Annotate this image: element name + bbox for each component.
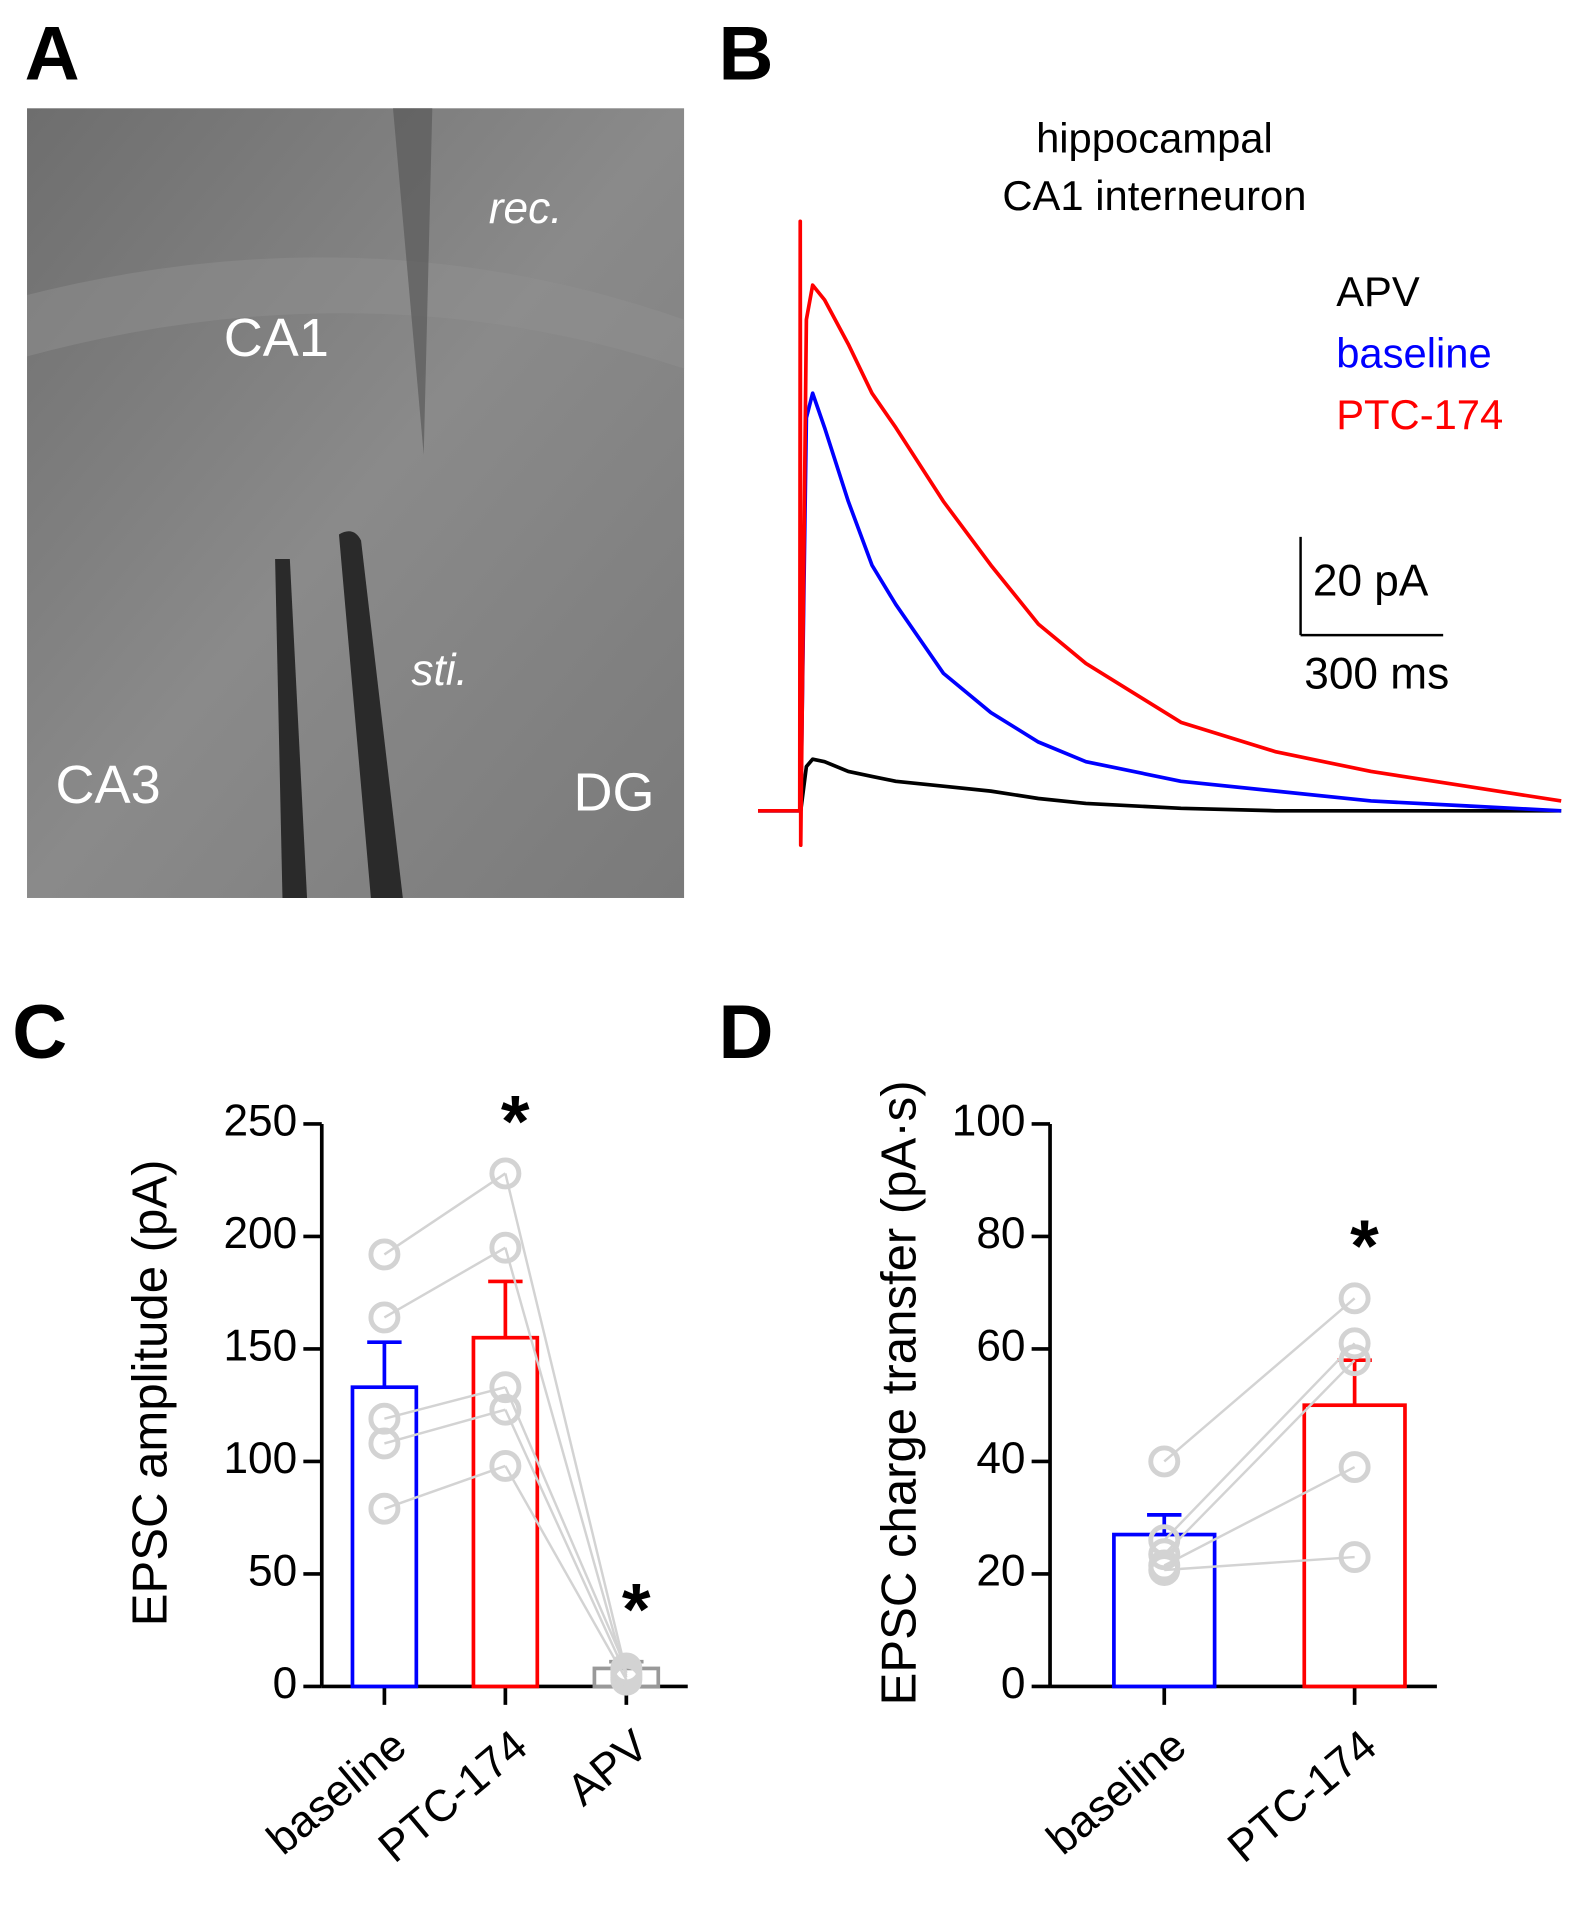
cell-point [1338,1327,1371,1360]
scale-label: 20 pA [1313,556,1429,605]
pair-line [504,1409,628,1676]
x-tick-label: baseline [1038,1721,1196,1864]
pair-line [383,1246,506,1319]
pair-line [1164,1555,1355,1572]
cell-point [489,1231,522,1264]
y-tick-label: 150 [223,1322,297,1371]
y-tick-label: 40 [976,1434,1025,1483]
trace-line [757,219,1562,848]
y-axis-label: EPSC amplitude (pA) [123,1160,177,1627]
region-label: rec. [489,184,563,233]
pair-line [504,1247,628,1678]
cell-point [489,1393,522,1426]
trace-line [757,391,1562,813]
y-tick-label: 0 [273,1659,298,1708]
cell-point [489,1449,522,1482]
y-tick-label: 0 [1001,1659,1026,1708]
pair-line [504,1465,628,1681]
region-label: sti. [411,646,467,695]
stim-electrode [338,531,403,898]
pair-line [1163,1342,1356,1542]
error-bar [488,1279,523,1338]
y-tick-label: 80 [976,1209,1025,1258]
y-tick-label: 50 [248,1547,297,1596]
chart-title: hippocampal [1036,114,1273,161]
pair-line [504,1386,628,1669]
region-label: DG [574,762,655,822]
slice-image [27,108,685,898]
x-tick-label: PTC-174 [1219,1721,1386,1872]
error-bar [367,1340,402,1388]
cell-point [1338,1344,1371,1377]
y-axis-label: EPSC charge transfer (pA·s) [873,1080,927,1705]
cell-point [1338,1451,1371,1484]
panel-letter: C [12,990,67,1075]
pair-line [384,1386,506,1420]
cell-point [610,1663,643,1696]
panel-a: A CA1 rec. sti. CA3 DG [25,11,685,898]
recording-electrode [393,108,433,455]
cell-point [368,1238,401,1271]
y-tick-label: 60 [976,1322,1025,1371]
legend-entry: baseline [1336,329,1492,376]
pair-line [1163,1465,1356,1567]
significance-mark: * [622,1567,651,1650]
region-label: CA3 [56,755,161,815]
pair-line [504,1173,628,1674]
significance-mark: * [501,1079,530,1162]
legend-entry: APV [1336,268,1420,315]
pair-line [384,1408,506,1445]
legend-entry: PTC-174 [1336,391,1503,438]
x-tick-label: APV [558,1720,658,1815]
panel-letter: A [25,11,80,96]
panel-letter: B [718,11,773,96]
y-tick-label: 250 [223,1097,297,1146]
pair-line [383,1464,506,1510]
cell-point [1148,1538,1181,1571]
pair-line [1163,1297,1356,1463]
y-tick-label: 100 [223,1434,297,1483]
significance-mark: * [1350,1204,1379,1287]
cell-point [489,1157,522,1190]
y-tick-label: 200 [223,1209,297,1258]
cell-point [489,1371,522,1404]
cell-point [368,1492,401,1525]
cell-point [1148,1554,1181,1586]
pair-line [383,1172,507,1256]
cell-point [1148,1445,1181,1478]
stim-electrode [275,559,308,898]
chart-title: CA1 interneuron [1002,172,1306,219]
pair-line [1163,1359,1356,1556]
tissue-layer [27,257,685,369]
cell-point [1338,1282,1371,1315]
region-label: CA1 [224,308,329,368]
y-tick-label: 20 [976,1547,1025,1596]
scale-label: 300 ms [1304,650,1449,699]
panel-letter: D [718,990,773,1075]
cell-point [368,1427,401,1460]
cell-point [1338,1541,1371,1574]
y-tick-label: 100 [952,1097,1026,1146]
cell-point [368,1301,401,1334]
